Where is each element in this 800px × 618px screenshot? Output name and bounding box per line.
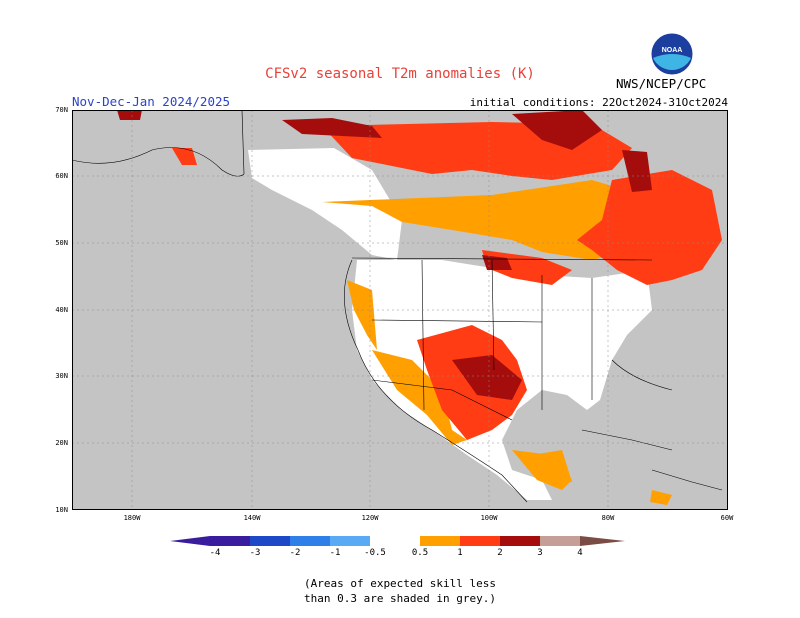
skill-note: (Areas of expected skill less than 0.3 a… (0, 576, 800, 606)
colorbar-swatch-pos2 (500, 536, 540, 546)
colorbar-label-neg2: -2 (289, 548, 301, 558)
colorbar-swatch-pos1 (460, 536, 500, 546)
anomaly-map (72, 110, 728, 510)
initial-conditions-label: initial conditions: 22Oct2024-31Oct2024 (469, 96, 728, 109)
colorbar-swatch-pos05 (420, 536, 460, 546)
colorbar-low-triangle (170, 536, 210, 546)
lon-label-80w: 80W (601, 514, 615, 522)
colorbar-label-neg1: -1 (329, 548, 341, 558)
lat-label-20n: 20N (55, 439, 68, 447)
colorbar-label-neg3: -3 (249, 548, 261, 558)
lat-label-10n: 10N (55, 506, 68, 514)
anomaly-2-3-region (117, 110, 652, 400)
noaa-logo-icon: NOAA (650, 32, 694, 76)
colorbar-swatch-neutral (370, 536, 420, 546)
anomaly-0.5-1-region (322, 180, 672, 505)
mexico-anomaly-region (532, 450, 572, 482)
lon-label-120w: 120W (361, 514, 379, 522)
colorbar-label-pos4: 4 (577, 548, 583, 558)
lon-label-180w: 180W (123, 514, 141, 522)
colorbar-label-neg4: -4 (209, 548, 221, 558)
season-label: Nov-Dec-Jan 2024/2025 (72, 94, 231, 109)
skill-note-line2: than 0.3 are shaded in grey.) (303, 592, 497, 605)
political-borders (72, 110, 723, 503)
colorbar-swatch-neg1 (330, 536, 370, 546)
colorbar-swatch-neg4 (210, 536, 250, 546)
colorbar-label-pos1: 1 (457, 548, 463, 558)
colorbar-label-pos2: 2 (497, 548, 503, 558)
colorbar-swatch-pos3 (540, 536, 580, 546)
colorbar-high-triangle (580, 536, 625, 546)
colorbar-label-pos3: 3 (537, 548, 543, 558)
lon-label-60w: 60W (720, 514, 734, 522)
lon-label-100w: 100W (480, 514, 498, 522)
lat-label-50n: 50N (55, 239, 68, 247)
colorbar-swatch-neg2 (290, 536, 330, 546)
agency-label: NWS/NCEP/CPC (616, 76, 707, 91)
map-title: CFSv2 seasonal T2m anomalies (K) (265, 66, 535, 82)
lat-label-30n: 30N (55, 372, 68, 380)
lat-label-60n: 60N (55, 172, 68, 180)
colorbar-swatch-neg3 (250, 536, 290, 546)
svg-text:NOAA: NOAA (662, 47, 683, 54)
map-frame (72, 110, 728, 510)
colorbar (170, 536, 625, 546)
colorbar-label-pos05: 0.5 (411, 548, 429, 558)
lat-lon-grid (72, 110, 728, 510)
lat-label-40n: 40N (55, 306, 68, 314)
lat-label-70n: 70N (55, 106, 68, 114)
lon-label-140w: 140W (243, 514, 261, 522)
colorbar-label-neg05: -0.5 (364, 548, 386, 558)
anomaly-1-2-region (172, 122, 722, 440)
skill-note-line1: (Areas of expected skill less (303, 577, 497, 590)
